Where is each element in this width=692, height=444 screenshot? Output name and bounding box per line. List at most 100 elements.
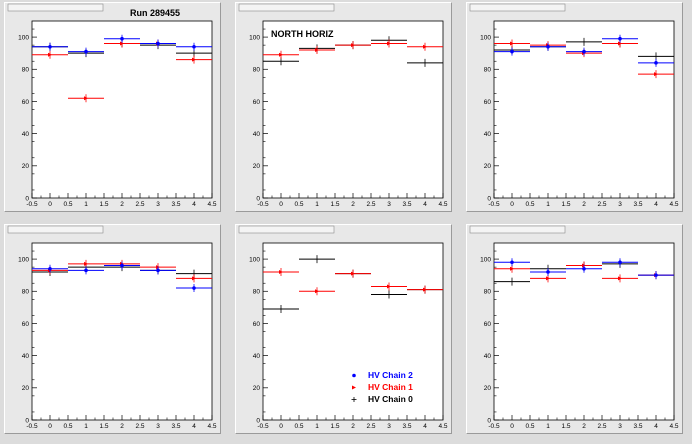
hv-chain-1-marker <box>423 287 427 292</box>
x-tick-label: -0.5 <box>257 201 269 208</box>
y-tick-label: 0 <box>487 417 491 424</box>
x-tick-label: 1.5 <box>99 423 108 430</box>
hv-chain-2-point <box>638 271 674 280</box>
x-tick-label: 0 <box>48 423 52 430</box>
x-tick-label: 0 <box>48 201 52 208</box>
plot-pad-4: -0.5 0 0.5 1 1.5 2 2.5 3 3.5 4 4.5 0 20 40 60 80 100 <box>4 224 221 434</box>
hv-chain-1-point <box>263 50 299 59</box>
y-tick-label: 0 <box>487 195 491 202</box>
y-tick-label: 100 <box>18 256 29 263</box>
hv-chain-1-point <box>371 282 407 291</box>
y-tick-label: 80 <box>22 289 30 296</box>
hv-chain-1-marker <box>387 284 391 289</box>
hv-chain-2-point <box>140 39 176 48</box>
hv-chain-2-point <box>32 42 68 51</box>
x-tick-label: 3 <box>618 423 622 430</box>
x-tick-label: -0.5 <box>26 423 38 430</box>
plot-frame <box>31 20 213 199</box>
hv-chain-1-marker <box>618 276 622 281</box>
plot-frame <box>31 242 213 421</box>
y-tick-label: 0 <box>25 417 29 424</box>
x-tick-label: 3 <box>618 201 622 208</box>
hv-chain-1-point <box>335 41 371 50</box>
hv-chain-1-point <box>407 42 443 51</box>
x-tick-label: 4.5 <box>669 423 678 430</box>
y-tick-label: 80 <box>484 289 492 296</box>
legend-marker-hv-chain-1 <box>352 385 356 390</box>
x-tick-label: 4 <box>654 423 658 430</box>
y-tick-label: 60 <box>22 321 30 328</box>
x-tick-label: 3 <box>387 423 391 430</box>
hv-chain-1-marker <box>423 44 427 49</box>
x-tick-label: 0.5 <box>294 201 303 208</box>
hv-chain-2-marker <box>120 263 124 268</box>
x-tick-label: 3.5 <box>633 201 642 208</box>
hv-chain-1-marker <box>618 41 622 46</box>
hv-chain-2-marker <box>618 260 622 265</box>
x-tick-label: 0.5 <box>63 201 72 208</box>
hv-chain-1-point <box>299 287 335 296</box>
y-tick-label: 100 <box>249 34 260 41</box>
x-tick-label: 0.5 <box>525 201 534 208</box>
x-tick-label: 2 <box>351 201 355 208</box>
plot-pad-6: -0.5 0 0.5 1 1.5 2 2.5 3 3.5 4 4.5 0 20 40 60 80 100 <box>466 224 683 434</box>
x-tick-label: 4 <box>192 201 196 208</box>
hv-chain-2-point <box>494 47 530 56</box>
x-tick-label: 1 <box>84 201 88 208</box>
x-tick-label: 1.5 <box>561 423 570 430</box>
hv-chain-1-point <box>299 45 335 54</box>
plot-frame <box>493 20 675 199</box>
x-tick-label: 2.5 <box>597 201 606 208</box>
hv-chain-1-marker <box>315 289 319 294</box>
hv-chain-1-point <box>68 94 104 103</box>
hv-chain-2-point <box>602 34 638 43</box>
hv-chain-1-point <box>176 274 212 283</box>
hv-chain-0-point <box>371 290 407 299</box>
x-tick-label: 3 <box>387 201 391 208</box>
hv-chain-1-point <box>371 39 407 48</box>
hv-chain-1-marker <box>315 47 319 52</box>
x-tick-label: 2.5 <box>366 423 375 430</box>
y-tick-label: 80 <box>484 67 492 74</box>
y-tick-label: 40 <box>253 353 261 360</box>
x-tick-label: -0.5 <box>488 423 500 430</box>
y-tick-label: 100 <box>480 256 491 263</box>
hv-chain-1-point <box>407 285 443 294</box>
x-tick-label: 3.5 <box>402 201 411 208</box>
hv-chain-2-marker <box>654 273 658 277</box>
x-tick-label: -0.5 <box>257 423 269 430</box>
legend-label-hv-chain-0: HV Chain 0 <box>368 394 413 404</box>
x-tick-label: 2.5 <box>597 423 606 430</box>
x-tick-label: 4.5 <box>438 201 447 208</box>
x-tick-label: 0.5 <box>294 423 303 430</box>
y-tick-label: 40 <box>22 131 30 138</box>
hv-chain-2-marker <box>48 266 52 271</box>
x-tick-label: 0.5 <box>525 423 534 430</box>
hv-chain-2-marker <box>546 44 550 49</box>
hv-chain-1-marker <box>387 41 391 46</box>
hv-chain-2-point <box>566 264 602 273</box>
x-tick-label: 1.5 <box>561 201 570 208</box>
x-tick-label: 0 <box>279 423 283 430</box>
hv-chain-1-marker <box>84 96 88 101</box>
hv-chain-2-marker <box>192 44 196 49</box>
legend-marker-hv-chain-2 <box>352 373 356 378</box>
x-tick-label: 1 <box>315 201 319 208</box>
x-tick-label: 2 <box>120 201 124 208</box>
hv-chain-1-point <box>263 267 299 276</box>
x-tick-label: 1 <box>84 423 88 430</box>
run-label: Run 289455 <box>130 8 180 18</box>
hv-chain-2-point <box>68 47 104 56</box>
x-tick-label: 3 <box>156 201 160 208</box>
y-tick-label: 60 <box>484 99 492 106</box>
hv-chain-2-marker <box>618 36 622 41</box>
hv-chain-1-marker <box>192 276 196 281</box>
hv-chain-2-point <box>68 266 104 275</box>
title-box <box>469 3 566 12</box>
x-tick-label: 3.5 <box>171 201 180 208</box>
hv-chain-0-point <box>263 304 299 313</box>
legend-label-hv-chain-2: HV Chain 2 <box>368 370 413 380</box>
y-tick-label: 20 <box>253 385 261 392</box>
